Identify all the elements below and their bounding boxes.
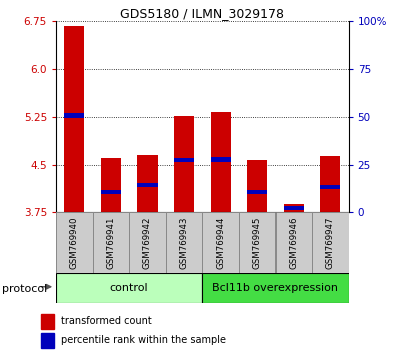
Bar bbox=[320, 185, 340, 189]
FancyBboxPatch shape bbox=[312, 212, 349, 273]
Bar bbox=[137, 155, 158, 212]
Text: percentile rank within the sample: percentile rank within the sample bbox=[61, 335, 226, 345]
Text: GSM769944: GSM769944 bbox=[216, 216, 225, 269]
FancyBboxPatch shape bbox=[93, 212, 129, 273]
Bar bbox=[64, 113, 84, 118]
Bar bbox=[101, 158, 121, 212]
Text: GSM769943: GSM769943 bbox=[180, 216, 188, 269]
Bar bbox=[202, 273, 349, 303]
Title: GDS5180 / ILMN_3029178: GDS5180 / ILMN_3029178 bbox=[120, 7, 284, 20]
Bar bbox=[64, 26, 84, 212]
Bar bbox=[101, 190, 121, 194]
Bar bbox=[41, 314, 54, 329]
Text: control: control bbox=[110, 282, 149, 293]
Bar bbox=[247, 160, 267, 212]
Bar bbox=[41, 332, 54, 348]
Bar bbox=[210, 112, 231, 212]
Bar bbox=[137, 183, 158, 187]
Text: Bcl11b overexpression: Bcl11b overexpression bbox=[212, 282, 339, 293]
Bar bbox=[284, 204, 304, 212]
Bar bbox=[320, 156, 340, 212]
Bar bbox=[174, 115, 194, 212]
Text: GSM769942: GSM769942 bbox=[143, 216, 152, 269]
FancyBboxPatch shape bbox=[239, 212, 276, 273]
Text: GSM769947: GSM769947 bbox=[326, 216, 335, 269]
Text: transformed count: transformed count bbox=[61, 316, 152, 326]
FancyBboxPatch shape bbox=[129, 212, 166, 273]
FancyBboxPatch shape bbox=[56, 212, 93, 273]
FancyBboxPatch shape bbox=[203, 212, 239, 273]
FancyBboxPatch shape bbox=[276, 212, 312, 273]
Bar bbox=[174, 158, 194, 162]
Text: protocol: protocol bbox=[2, 284, 47, 293]
Text: GSM769945: GSM769945 bbox=[253, 216, 262, 269]
Bar bbox=[210, 157, 231, 162]
Text: GSM769941: GSM769941 bbox=[106, 216, 115, 269]
Text: GSM769940: GSM769940 bbox=[70, 216, 79, 269]
Bar bbox=[284, 206, 304, 210]
FancyBboxPatch shape bbox=[166, 212, 202, 273]
Text: GSM769946: GSM769946 bbox=[289, 216, 298, 269]
Bar bbox=[247, 190, 267, 194]
Bar bbox=[56, 273, 202, 303]
